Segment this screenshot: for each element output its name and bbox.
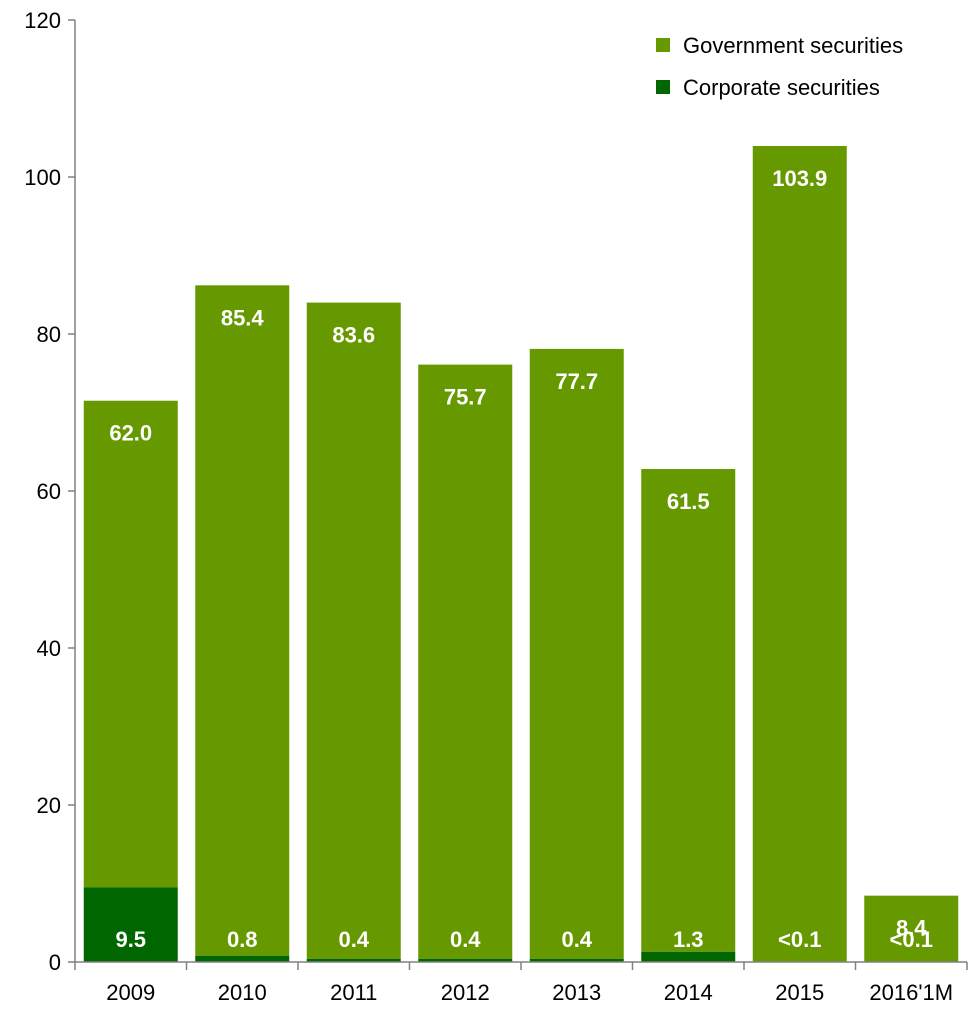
bar-label-government-2: 83.6 xyxy=(332,323,375,348)
bar-label-government-1: 85.4 xyxy=(221,305,265,330)
bar-label-corporate-2: 0.4 xyxy=(338,927,369,952)
y-tick-label-1: 20 xyxy=(37,793,61,818)
bar-label-government-4: 77.7 xyxy=(555,369,598,394)
bar-label-corporate-4: 0.4 xyxy=(561,927,592,952)
bar-label-corporate-7: <0.1 xyxy=(890,927,933,952)
bar-corporate-4 xyxy=(529,958,624,962)
bar-label-government-0: 62.0 xyxy=(109,421,152,446)
x-ticks-group: 2009 2010 2011 2012 2013 2014 2015 2016'1M xyxy=(74,962,968,1005)
bar-corporate-2 xyxy=(306,958,401,962)
y-tick-label-6: 120 xyxy=(24,8,61,33)
x-tick-label-5: 2014 xyxy=(664,980,713,1005)
legend-swatch-government xyxy=(656,38,670,52)
x-tick-label-7: 2016'1M xyxy=(869,980,953,1005)
bar-government-0 xyxy=(83,400,178,888)
legend-swatch-corporate xyxy=(656,80,670,94)
y-tick-label-3: 60 xyxy=(37,479,61,504)
x-tick-label-2: 2011 xyxy=(330,980,377,1005)
bar-government-5 xyxy=(641,469,736,952)
bar-labels-group: 62.0 9.5 85.4 0.8 83.6 0.4 75.7 0.4 77.7 0.4 61.5 1… xyxy=(109,166,933,952)
legend: Government securities Corporate securiti… xyxy=(656,33,903,100)
y-tick-label-2: 40 xyxy=(37,636,61,661)
x-tick-label-3: 2012 xyxy=(441,980,490,1005)
x-tick-label-1: 2010 xyxy=(218,980,267,1005)
bar-government-3 xyxy=(418,364,513,959)
x-tick-label-6: 2015 xyxy=(775,980,824,1005)
bar-government-7 xyxy=(864,895,959,962)
bar-government-2 xyxy=(306,302,401,959)
bar-government-4 xyxy=(529,348,624,959)
legend-label-government: Government securities xyxy=(683,33,903,58)
bar-corporate-1 xyxy=(195,955,290,962)
bars-group xyxy=(83,145,959,962)
y-tick-label-0: 0 xyxy=(49,950,61,975)
bar-label-corporate-1: 0.8 xyxy=(227,927,258,952)
bar-corporate-0 xyxy=(83,887,178,962)
bar-label-corporate-3: 0.4 xyxy=(450,927,481,952)
bar-label-government-7: 8.4 xyxy=(896,916,927,941)
y-ticks-group: 0 20 40 60 80 100 120 xyxy=(24,8,75,975)
y-tick-label-5: 100 xyxy=(24,165,61,190)
x-tick-label-0: 2009 xyxy=(106,980,155,1005)
bar-corporate-3 xyxy=(418,958,513,962)
x-tick-label-4: 2013 xyxy=(552,980,601,1005)
y-tick-label-4: 80 xyxy=(37,322,61,347)
bar-government-6 xyxy=(752,145,847,962)
bar-corporate-5 xyxy=(641,951,736,962)
bar-government-1 xyxy=(195,285,290,956)
bar-label-government-5: 61.5 xyxy=(667,489,710,514)
bar-label-government-3: 75.7 xyxy=(444,385,487,410)
legend-label-corporate: Corporate securities xyxy=(683,75,880,100)
bar-label-corporate-5: 1.3 xyxy=(673,927,704,952)
bar-label-corporate-0: 9.5 xyxy=(115,927,146,952)
bar-label-government-6: 103.9 xyxy=(772,166,827,191)
bar-label-corporate-6: <0.1 xyxy=(778,927,821,952)
